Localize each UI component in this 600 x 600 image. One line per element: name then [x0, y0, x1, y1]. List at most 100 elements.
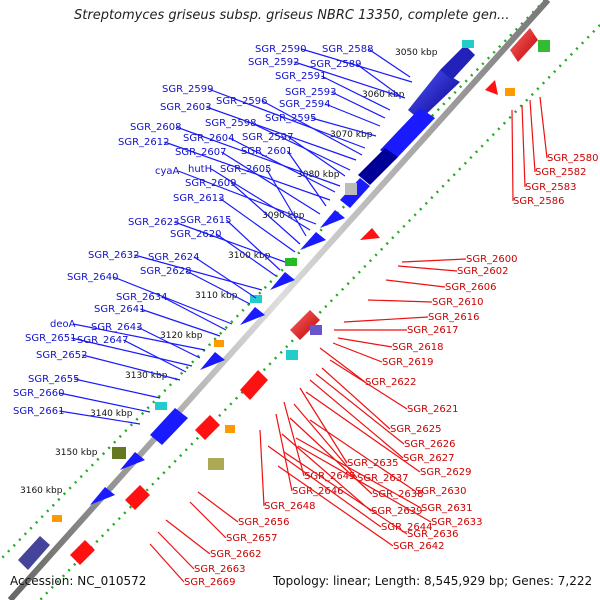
leader-line: [521, 104, 526, 188]
reverse-gene-label: SGR_2636: [407, 529, 459, 540]
leader-line: [134, 254, 263, 291]
forward-gene-label: SGR_2660: [13, 388, 65, 399]
reverse-gene-label: SGR_2637: [357, 473, 409, 484]
forward-gene-label: SGR_2620: [170, 229, 222, 240]
leader-line: [73, 323, 206, 351]
reverse-gene-label: SGR_2621: [407, 404, 459, 415]
leader-line: [331, 91, 386, 119]
reverse-gene-label: SGR_2642: [393, 541, 445, 552]
leader-line: [321, 75, 391, 111]
reverse-gene-label: SGR_2669: [184, 577, 236, 588]
forward-gene-label: SGR_2632: [88, 250, 140, 261]
gene-arrow-5: [200, 352, 225, 370]
leader-line: [197, 491, 239, 523]
forward-gene-label: SGR_2615: [180, 215, 232, 226]
leader-line: [174, 221, 286, 263]
gene-rev-2: [485, 80, 498, 95]
gene-cyan-3: [155, 402, 167, 410]
gene-rev-6: [195, 415, 220, 440]
scale-tick-label: 3060 kbp: [362, 90, 405, 100]
forward-gene-label: SGR_2655: [28, 374, 80, 385]
leader-line: [219, 197, 296, 253]
reverse-gene-label: SGR_2600: [466, 254, 518, 265]
scale-ticks: 3050 kbp 3060 kbp 3070 kbp 3080 kbp 3090 kbp…: [20, 48, 438, 496]
leader-line: [267, 445, 382, 528]
reverse-gene-label: SGR_2610: [432, 297, 484, 308]
forward-gene-label: SGR_2596: [216, 96, 268, 107]
forward-gene-label: SGR_2613: [173, 193, 225, 204]
gene-rev-7: [125, 485, 150, 510]
scale-tick-label: 3160 kbp: [20, 486, 63, 496]
reverse-gene-label: SGR_2626: [404, 439, 456, 450]
gene-green-2: [538, 40, 550, 52]
reverse-gene-label: SGR_2656: [238, 517, 290, 528]
forward-gene-label: SGR_2593: [285, 87, 337, 98]
scale-tick-label: 3050 kbp: [395, 48, 438, 58]
forward-gene-label: SGR_2589: [310, 59, 362, 70]
gene-olive-1: [112, 447, 126, 459]
leader-line: [164, 141, 331, 201]
reverse-gene-label: SGR_2586: [513, 196, 565, 207]
scale-tick-label: 3140 kbp: [90, 409, 133, 419]
reverse-gene-label: SGR_2582: [535, 167, 587, 178]
reverse-gene-label: SGR_2663: [194, 564, 246, 575]
gene-purple-1: [310, 325, 322, 335]
leader-line: [343, 316, 429, 323]
scale-tick-label: 3130 kbp: [125, 371, 168, 381]
gene-orange-3: [505, 88, 515, 96]
leader-line: [165, 519, 211, 555]
gene-rev-4: [290, 310, 320, 340]
gene-rev-1: [510, 28, 538, 62]
leader-line: [281, 433, 372, 512]
reverse-genes: [70, 28, 550, 565]
forward-gene-label: SGR_2601: [241, 146, 293, 157]
leader-line: [210, 168, 311, 231]
leader-line: [140, 308, 221, 337]
gene-cyan-2: [250, 295, 262, 303]
forward-gene-label: SGR_2661: [13, 406, 65, 417]
leader-line: [251, 122, 351, 171]
forward-gene-label: hutH: [188, 164, 212, 175]
forward-gene-label: SGR_2595: [265, 113, 317, 124]
reverse-gene-labels: SGR_2580 SGR_2582 SGR_2583 SGR_2586 SGR_2600…: [149, 96, 599, 588]
leader-line: [149, 543, 185, 583]
gene-arrow-7: [90, 487, 115, 505]
leader-line: [176, 126, 341, 187]
reverse-gene-label: SGR_2618: [392, 342, 444, 353]
forward-gene-label: SGR_2590: [255, 44, 307, 55]
forward-gene-label: SGR_2612: [118, 137, 170, 148]
leader-line: [162, 296, 227, 331]
reverse-gene-label: SGR_2635: [347, 458, 399, 469]
gene-gray-1: [345, 183, 357, 195]
leader-line: [229, 137, 336, 193]
gene-orange-1: [214, 340, 224, 347]
forward-gene-label: SGR_2609: [185, 178, 237, 189]
leader-line: [288, 136, 346, 177]
scale-tick-label: 3100 kbp: [228, 251, 271, 261]
gene-orange-4: [225, 425, 235, 433]
forward-gene-label: SGR_2608: [130, 122, 182, 133]
leader-line: [113, 276, 233, 325]
leader-line: [231, 182, 301, 245]
forward-gene-label: SGR_2591: [275, 71, 327, 82]
leader-line: [277, 465, 394, 547]
leader-line: [123, 339, 187, 373]
scale-tick-label: 3110 kbp: [195, 291, 238, 301]
reverse-gene-label: SGR_2616: [428, 312, 480, 323]
forward-gene-label: SGR_2603: [160, 102, 212, 113]
accession-text: Accession: NC_010572: [10, 574, 147, 588]
forward-gene-label: SGR_2647: [77, 335, 129, 346]
scale-tick-label: 3080 kbp: [297, 170, 340, 180]
forward-gene-label: SGR_2592: [248, 57, 300, 68]
reverse-gene-label: SGR_2645: [304, 471, 356, 482]
forward-gene-label: SGR_2634: [116, 292, 168, 303]
reverse-gene-label: SGR_2619: [382, 357, 434, 368]
leader-line: [368, 48, 411, 78]
forward-gene-label: SGR_2641: [94, 304, 146, 315]
reverse-gene-label: SGR_2657: [226, 533, 278, 544]
leader-line: [59, 410, 141, 425]
leader-line: [332, 342, 383, 363]
leader-line: [189, 501, 227, 539]
leader-line: [59, 392, 151, 413]
reverse-gene-label: SGR_2580: [547, 153, 599, 164]
